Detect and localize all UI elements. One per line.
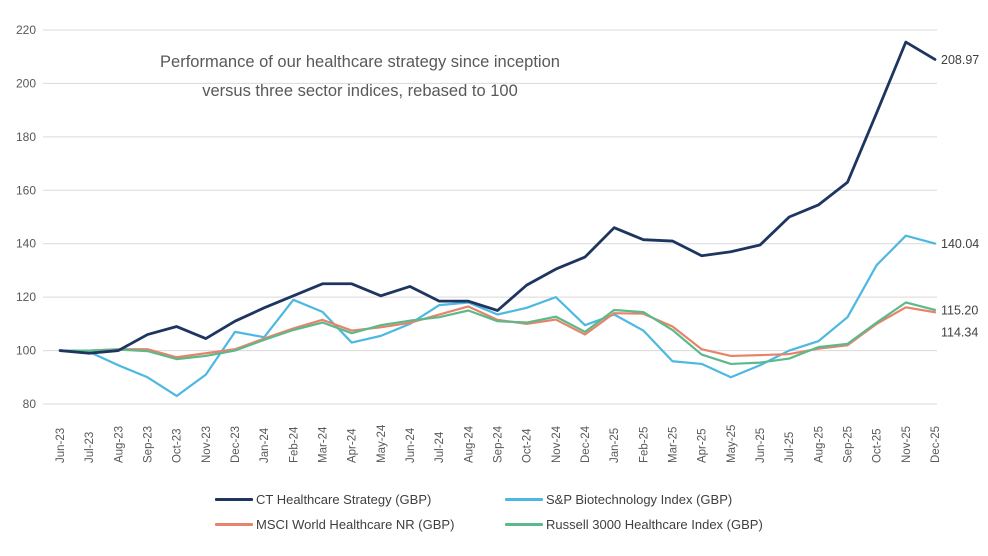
y-tick-label-220: 220 (16, 23, 36, 37)
x-tick-label-Jan-24: Jan-24 (259, 427, 271, 463)
y-tick-label-180: 180 (16, 130, 36, 144)
x-tick-label-Dec-23: Dec-23 (230, 426, 242, 463)
chart-legend: CT Healthcare Strategy (GBP) S&P Biotechn… (215, 492, 773, 532)
plot-area: 220 200 180 160 140 120 100 80 Jun-23 Jul-23 Aug-2… (16, 23, 979, 463)
end-value-label-114.34: 114.34 (941, 325, 978, 339)
series-line-2 (58, 305, 937, 359)
legend-label: S&P Biotechnology Index (GBP) (546, 492, 733, 507)
x-tick-label-Aug-25: Aug-25 (813, 426, 825, 463)
legend-label: Russell 3000 Healthcare Index (GBP) (546, 517, 763, 532)
series-line-0 (58, 40, 937, 355)
x-tick-label-Jun-23: Jun-23 (55, 428, 67, 463)
x-tick-label-Nov-23: Nov-23 (201, 426, 213, 463)
chart-title-line-1: Performance of our healthcare strategy s… (160, 53, 560, 71)
x-tick-label-Dec-25: Dec-25 (930, 426, 942, 463)
x-tick-label-Nov-24: Nov-24 (551, 425, 563, 463)
legend-item-1: S&P Biotechnology Index (GBP) (505, 492, 773, 507)
y-tick-label-200: 200 (16, 76, 36, 90)
y-tick-label-80: 80 (23, 397, 37, 411)
x-tick-label-Jul-23: Jul-23 (84, 432, 96, 463)
y-tick-label-140: 140 (16, 237, 36, 251)
x-tick-label-Jul-24: Jul-24 (434, 431, 446, 463)
x-tick-label-Dec-24: Dec-24 (580, 425, 592, 463)
series-line-1 (58, 234, 937, 398)
x-tick-label-Oct-25: Oct-25 (872, 428, 884, 463)
y-tick-label-160: 160 (16, 183, 36, 197)
x-tick-label-Apr-24: Apr-24 (347, 428, 359, 463)
chart-title: Performance of our healthcare strategy s… (110, 48, 610, 106)
x-tick-label-Feb-24: Feb-24 (288, 426, 300, 463)
x-tick-label-May-24: May-24 (376, 424, 388, 463)
x-tick-label-Feb-25: Feb-25 (638, 427, 650, 463)
x-tick-label-Mar-25: Mar-25 (668, 427, 680, 463)
series-line-3 (58, 301, 937, 366)
y-tick-label-100: 100 (16, 344, 36, 358)
x-tick-label-Sep-25: Sep-25 (843, 426, 855, 463)
end-value-label-208.97: 208.97 (941, 53, 979, 67)
legend-item-0: CT Healthcare Strategy (GBP) (215, 492, 483, 507)
legend-label: CT Healthcare Strategy (GBP) (256, 492, 432, 507)
chart-title-line-2: versus three sector indices, rebased to … (202, 82, 518, 100)
legend-item-3: Russell 3000 Healthcare Index (GBP) (505, 517, 773, 532)
x-tick-label-Jul-25: Jul-25 (784, 432, 796, 463)
legend-item-2: MSCI World Healthcare NR (GBP) (215, 517, 483, 532)
end-value-label-140.04: 140.04 (941, 237, 979, 251)
end-value-label-115.20: 115.20 (941, 303, 978, 317)
legend-swatch-icon (215, 498, 253, 501)
x-tick-label-Oct-24: Oct-24 (522, 428, 534, 463)
x-tick-label-Aug-24: Aug-24 (463, 425, 475, 463)
legend-label: MSCI World Healthcare NR (GBP) (256, 517, 455, 532)
y-tick-label-120: 120 (16, 290, 36, 304)
x-tick-label-Apr-25: Apr-25 (697, 428, 709, 463)
x-tick-label-Jun-24: Jun-24 (405, 427, 417, 463)
legend-swatch-icon (505, 498, 543, 501)
x-tick-label-Sep-23: Sep-23 (143, 426, 155, 463)
legend-swatch-icon (505, 523, 543, 526)
x-tick-label-Jun-25: Jun-25 (755, 428, 767, 463)
x-tick-label-Oct-23: Oct-23 (172, 428, 184, 463)
x-tick-label-Nov-25: Nov-25 (901, 426, 913, 463)
legend-swatch-icon (215, 523, 253, 526)
x-tick-label-Mar-24: Mar-24 (318, 426, 330, 463)
x-tick-label-Jan-25: Jan-25 (609, 428, 621, 463)
x-tick-label-May-25: May-25 (726, 425, 738, 463)
x-tick-label-Aug-23: Aug-23 (113, 426, 125, 463)
x-tick-label-Sep-24: Sep-24 (493, 425, 505, 463)
